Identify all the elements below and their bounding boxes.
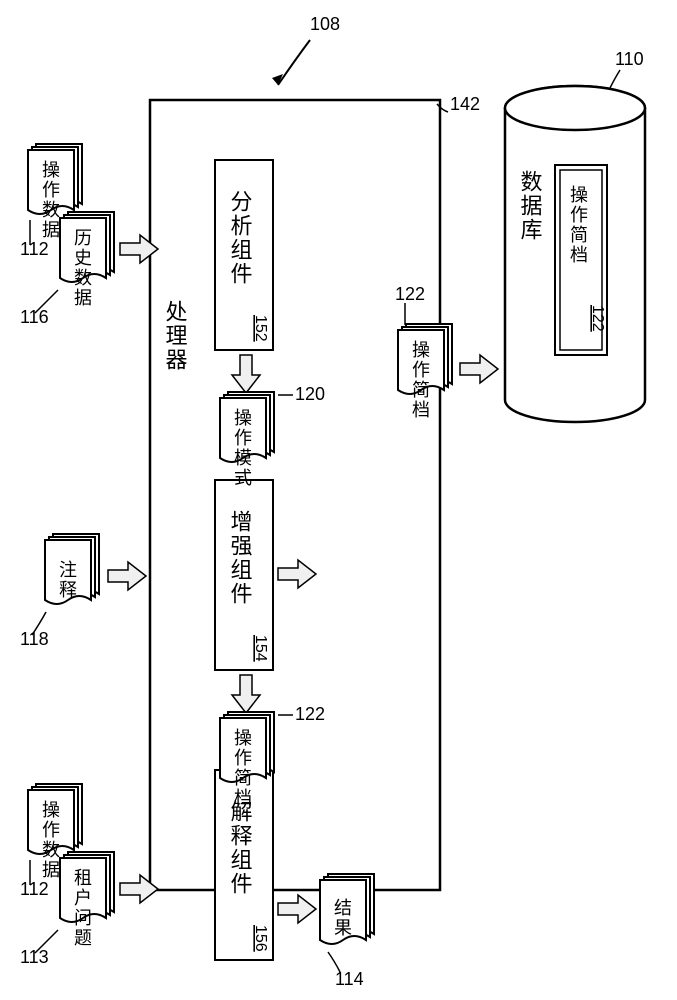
enhance-label: 增强组件 xyxy=(228,510,253,606)
doc-op-profile-out: 操作简档 xyxy=(398,324,452,420)
arrow-to-result xyxy=(278,895,316,923)
analysis-num: 152 xyxy=(252,315,269,342)
svg-text:操作模式: 操作模式 xyxy=(232,408,252,488)
arrow-to-enhance xyxy=(108,562,146,590)
svg-text:注释: 注释 xyxy=(57,560,77,600)
ref-112a: 112 xyxy=(20,239,49,259)
arrow-to-analysis xyxy=(120,235,158,263)
interpret-label: 解释组件 xyxy=(228,800,253,896)
svg-text:操作简档: 操作简档 xyxy=(232,728,252,808)
arrow-enhance-right xyxy=(278,560,316,588)
processor-label: 处理器 xyxy=(163,300,188,372)
svg-text:结果: 结果 xyxy=(332,898,352,938)
enhance-num: 154 xyxy=(252,635,269,662)
doc-hist-data: 历史数据 xyxy=(60,212,114,308)
ref-116: 116 xyxy=(20,307,49,327)
arrow-enhance-down xyxy=(232,675,260,713)
doc-annotation: 注释 xyxy=(45,534,99,604)
doc-result: 结果 xyxy=(320,874,374,944)
ref-110: 110 xyxy=(615,49,644,69)
svg-text:租户问题: 租户问题 xyxy=(72,868,92,948)
arrow-to-interpret xyxy=(120,875,158,903)
svg-text:操作简档: 操作简档 xyxy=(410,340,430,420)
figure-ref: 108 xyxy=(310,14,340,34)
ref-120: 120 xyxy=(295,384,325,404)
processor-ref: 142 xyxy=(450,94,480,114)
svg-text:历史数据: 历史数据 xyxy=(72,228,92,308)
ref-112b: 112 xyxy=(20,879,49,899)
ref-122b: 122 xyxy=(395,284,425,304)
processor-box xyxy=(150,100,440,890)
svg-text:操作数据: 操作数据 xyxy=(40,800,60,880)
analysis-label: 分析组件 xyxy=(228,190,253,286)
doc-tenant-question: 租户问题 xyxy=(60,852,114,948)
svg-text:操作数据: 操作数据 xyxy=(40,160,60,240)
ref-122a: 122 xyxy=(295,704,325,724)
flowchart-diagram: 108 处理器 142 分析组件 152 增强组件 154 解释组件 156 操… xyxy=(0,0,677,1000)
interpret-num: 156 xyxy=(252,925,269,952)
doc-op-mode: 操作模式 xyxy=(220,392,274,488)
database-label: 数据库 xyxy=(518,170,543,242)
arrow-analysis-down xyxy=(232,355,260,393)
ref-113: 113 xyxy=(20,947,49,967)
database-inner-label: 操作简档 xyxy=(568,185,588,265)
database-inner-num: 122 xyxy=(589,305,606,332)
arrow-to-database xyxy=(460,355,498,383)
database: 数据库 操作简档 122 xyxy=(505,86,645,422)
